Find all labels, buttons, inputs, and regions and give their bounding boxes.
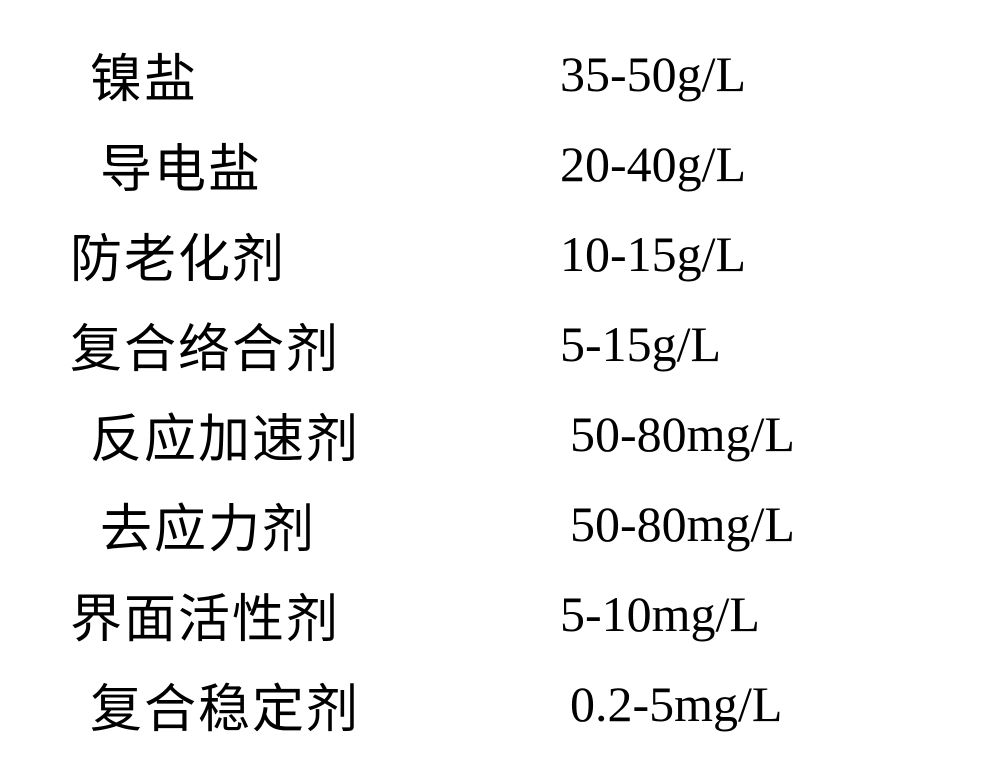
ingredient-value: 35-50g/L <box>560 46 746 102</box>
ingredient-label: 复合稳定剂 <box>90 682 360 739</box>
ingredient-value: 20-40g/L <box>560 136 746 192</box>
ingredient-value-cell: 50-80mg/L <box>480 495 940 553</box>
ingredient-value-cell: 35-50g/L <box>480 45 940 103</box>
ingredient-label: 复合络合剂 <box>70 322 340 379</box>
ingredient-label-cell: 镍盐 <box>60 37 480 112</box>
ingredient-value-cell: 0.2-5mg/L <box>480 675 940 733</box>
ingredient-value-cell: 20-40g/L <box>480 135 940 193</box>
ingredient-label: 去应力剂 <box>100 502 316 559</box>
composition-table: 镍盐 35-50g/L 导电盐 20-40g/L 防老化剂 10-15g/L 复… <box>60 40 940 738</box>
ingredient-label: 界面活性剂 <box>70 592 340 649</box>
ingredient-value: 50-80mg/L <box>570 496 795 552</box>
ingredient-value-cell: 5-10mg/L <box>480 585 940 643</box>
table-row: 反应加速剂 50-80mg/L <box>60 400 940 468</box>
table-row: 导电盐 20-40g/L <box>60 130 940 198</box>
ingredient-label-cell: 复合稳定剂 <box>60 667 480 742</box>
ingredient-label: 镍盐 <box>90 52 198 109</box>
ingredient-label-cell: 防老化剂 <box>60 217 480 292</box>
table-row: 复合稳定剂 0.2-5mg/L <box>60 670 940 738</box>
ingredient-label-cell: 复合络合剂 <box>60 307 480 382</box>
ingredient-label-cell: 反应加速剂 <box>60 397 480 472</box>
ingredient-value: 5-15g/L <box>560 316 721 372</box>
ingredient-value-cell: 50-80mg/L <box>480 405 940 463</box>
ingredient-value: 5-10mg/L <box>560 586 760 642</box>
ingredient-value: 10-15g/L <box>560 226 746 282</box>
table-row: 复合络合剂 5-15g/L <box>60 310 940 378</box>
table-row: 防老化剂 10-15g/L <box>60 220 940 288</box>
ingredient-label: 导电盐 <box>100 142 262 199</box>
ingredient-label-cell: 去应力剂 <box>60 487 480 562</box>
ingredient-value-cell: 5-15g/L <box>480 315 940 373</box>
ingredient-value-cell: 10-15g/L <box>480 225 940 283</box>
ingredient-label-cell: 界面活性剂 <box>60 577 480 652</box>
table-row: 去应力剂 50-80mg/L <box>60 490 940 558</box>
ingredient-label: 反应加速剂 <box>90 412 360 469</box>
table-row: 镍盐 35-50g/L <box>60 40 940 108</box>
ingredient-value: 0.2-5mg/L <box>570 676 782 732</box>
ingredient-label: 防老化剂 <box>70 232 286 289</box>
table-row: 界面活性剂 5-10mg/L <box>60 580 940 648</box>
ingredient-label-cell: 导电盐 <box>60 127 480 202</box>
ingredient-value: 50-80mg/L <box>570 406 795 462</box>
